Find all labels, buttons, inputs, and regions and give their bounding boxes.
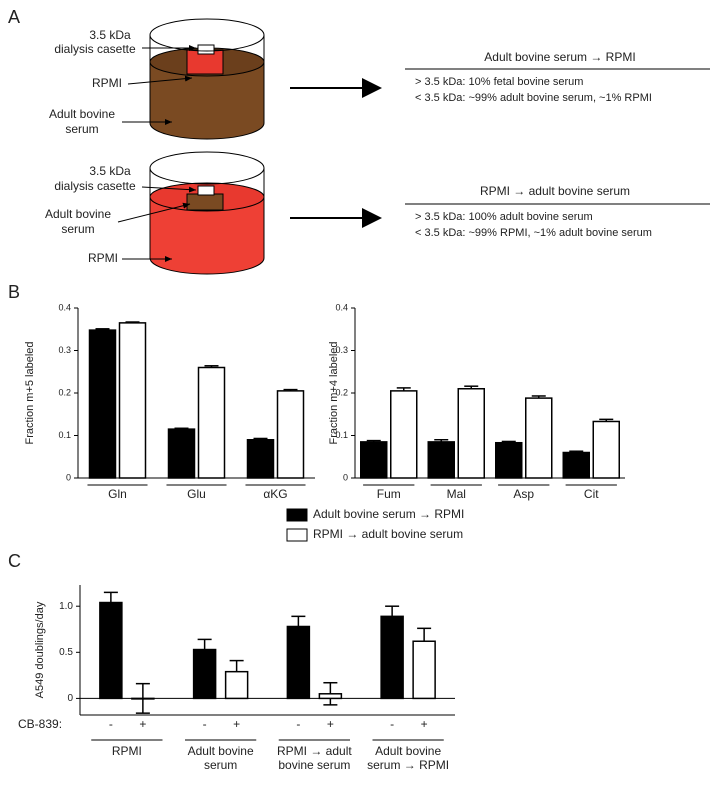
result-line: < 3.5 kDa: ~99% RPMI, ~1% adult bovine s… [415, 227, 652, 239]
bar [360, 441, 388, 479]
bar [192, 648, 217, 700]
y-axis-label: A549 doublings/day [34, 601, 46, 698]
x-tick-label: Gln [108, 487, 127, 501]
bar [390, 390, 418, 479]
treatment-sign: - [296, 717, 300, 731]
label: serum [61, 222, 94, 236]
bar [380, 615, 404, 700]
treatment-sign: - [109, 717, 113, 731]
treatment-sign: + [233, 717, 240, 731]
label: RPMI [92, 76, 122, 90]
label: Adult bovine [49, 107, 115, 121]
treatment-sign: - [390, 717, 394, 731]
pointer [117, 202, 191, 223]
x-tick-label: αKG [263, 487, 287, 501]
label: Adult bovine [45, 207, 111, 221]
treatment-sign: + [421, 717, 428, 731]
y-tick-label: 0.5 [59, 647, 73, 658]
bar [276, 390, 305, 479]
bar [224, 670, 249, 700]
bar [318, 693, 343, 700]
treatment-sign: + [327, 717, 334, 731]
x-tick-label: Fum [377, 487, 401, 501]
beaker-top [149, 18, 265, 140]
label: 3.5 kDa [89, 28, 131, 42]
y-tick-label: 0.1 [58, 430, 71, 440]
y-tick-label: 1.0 [59, 601, 73, 612]
label: 3.5 kDa [89, 164, 131, 178]
label: dialysis casette [54, 42, 136, 56]
bar [118, 322, 147, 479]
y-tick-label: 0.1 [335, 430, 348, 440]
bar [495, 441, 523, 479]
x-tick-label: RPMI → adult [277, 744, 352, 758]
x-tick-label: serum [204, 758, 237, 772]
legend-swatch [286, 528, 308, 542]
y-tick-label: 0 [343, 472, 348, 482]
y-tick-label: 0.3 [58, 345, 71, 355]
y-tick-label: 0 [67, 693, 73, 704]
legend-label: Adult bovine serum → RPMI [313, 507, 464, 521]
bar [131, 697, 155, 700]
y-tick-label: 0 [66, 472, 71, 482]
bar [197, 366, 226, 479]
x-tick-label: Mal [447, 487, 466, 501]
panel-label: A [8, 7, 20, 27]
label: serum [65, 122, 98, 136]
bar [525, 397, 553, 479]
x-tick-label: Cit [584, 487, 599, 501]
bar [457, 388, 485, 479]
result-line: < 3.5 kDa: ~99% adult bovine serum, ~1% … [415, 92, 652, 104]
result-line: > 3.5 kDa: 10% fetal bovine serum [415, 76, 583, 88]
y-axis-label: Fraction m+4 labeled [328, 341, 340, 444]
legend-label: RPMI → adult bovine serum [313, 527, 463, 541]
x-tick-label: Adult bovine [375, 744, 441, 758]
treatment-label: CB-839: [18, 717, 62, 731]
bar [167, 428, 196, 479]
bar [592, 420, 620, 479]
label: dialysis casette [54, 179, 136, 193]
y-tick-label: 0.4 [335, 302, 348, 312]
bar [246, 439, 275, 479]
y-tick-label: 0.2 [335, 387, 348, 397]
treatment-sign: + [139, 717, 146, 731]
bar [88, 329, 117, 479]
x-tick-label: Adult bovine [188, 744, 254, 758]
y-tick-label: 0.3 [335, 345, 348, 355]
x-tick-label: serum → RPMI [367, 758, 449, 772]
x-tick-label: Glu [187, 487, 206, 501]
beaker-bottom [149, 151, 265, 275]
pointer [127, 75, 193, 85]
x-tick-label: Asp [513, 487, 534, 501]
legend-swatch [286, 508, 308, 522]
x-tick-label: bovine serum [278, 758, 350, 772]
result-title: Adult bovine serum → RPMI [484, 50, 635, 64]
bar [412, 640, 436, 700]
bar [99, 601, 123, 700]
treatment-sign: - [203, 717, 207, 731]
x-tick-label: RPMI [112, 744, 142, 758]
panel-label: B [8, 282, 20, 302]
panel-label: C [8, 551, 21, 571]
pointer [141, 186, 197, 193]
y-axis-label: Fraction m+5 labeled [24, 341, 36, 444]
bar [562, 451, 590, 479]
bar [286, 625, 311, 700]
result-title: RPMI → adult bovine serum [480, 184, 630, 198]
y-tick-label: 0.2 [58, 387, 71, 397]
result-line: > 3.5 kDa: 100% adult bovine serum [415, 211, 593, 223]
bar [427, 441, 455, 479]
label: RPMI [88, 251, 118, 265]
y-tick-label: 0.4 [58, 302, 71, 312]
